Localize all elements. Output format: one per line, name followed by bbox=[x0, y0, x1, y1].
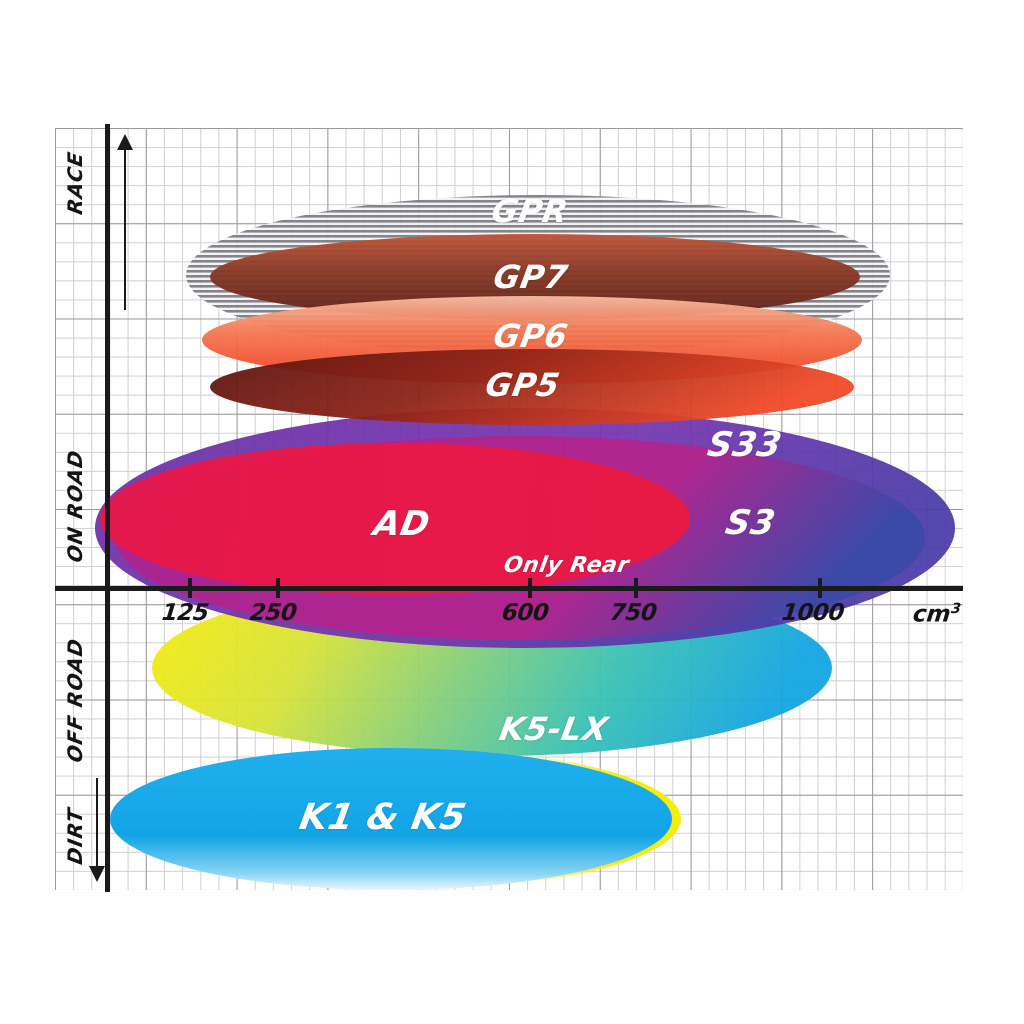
region-label-k1k5: K1 & K5 bbox=[296, 797, 470, 838]
x-axis bbox=[55, 586, 963, 591]
region-label-ad: AD bbox=[370, 504, 434, 544]
race-arrow-head-icon bbox=[117, 134, 133, 150]
dirt-arrow-head-icon bbox=[89, 866, 105, 882]
y-axis-label-onroad: ON ROAD bbox=[63, 447, 87, 565]
region-ellipse-gp5 bbox=[210, 349, 854, 425]
x-tick-label-600: 600 bbox=[500, 600, 550, 626]
x-tick-125 bbox=[188, 578, 192, 598]
x-tick-1000 bbox=[818, 578, 822, 598]
region-label-gp5: GP5 bbox=[482, 366, 563, 404]
x-tick-label-125: 125 bbox=[160, 600, 210, 626]
x-tick-label-250: 250 bbox=[248, 600, 298, 626]
annotation-only-rear: Only Rear bbox=[501, 553, 632, 578]
region-ellipse-gp7 bbox=[210, 234, 860, 320]
region-label-gpr: GPR bbox=[488, 192, 572, 230]
region-label-s33: S33 bbox=[704, 425, 785, 465]
race-arrow-line bbox=[124, 150, 126, 310]
region-label-gp6: GP6 bbox=[490, 317, 571, 355]
x-tick-label-1000: 1000 bbox=[780, 600, 846, 626]
region-ellipse-k1k5 bbox=[110, 748, 672, 890]
x-tick-600 bbox=[528, 578, 532, 598]
region-label-gp7: GP7 bbox=[490, 258, 571, 296]
dirt-arrow-line bbox=[96, 778, 98, 870]
y-axis-label-dirt: DIRT bbox=[63, 805, 87, 867]
x-axis-unit-text: cm bbox=[911, 601, 952, 628]
x-axis-unit-exponent: 3 bbox=[950, 601, 962, 617]
y-axis-label-race: RACE bbox=[63, 149, 87, 217]
x-axis-unit-label: cm3 bbox=[912, 601, 962, 628]
x-tick-250 bbox=[276, 578, 280, 598]
x-tick-750 bbox=[634, 578, 638, 598]
y-axis-label-offroad: OFF ROAD bbox=[63, 636, 87, 765]
region-label-k5lx: K5-LX bbox=[496, 710, 612, 748]
y-axis bbox=[105, 124, 110, 892]
region-label-s3: S3 bbox=[722, 503, 779, 543]
x-tick-label-750: 750 bbox=[608, 600, 658, 626]
region-ellipse-ad bbox=[100, 443, 690, 595]
